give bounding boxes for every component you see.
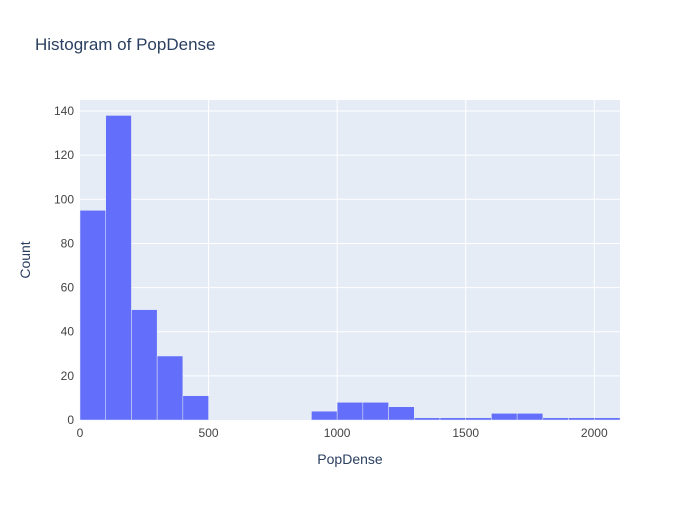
histogram-bar[interactable] <box>311 410 338 421</box>
histogram-bars <box>79 115 621 421</box>
histogram-bar[interactable] <box>105 115 132 421</box>
y-axis-ticks: 0 20 40 60 80 100 120 140 <box>54 104 74 427</box>
y-axis-label: Count <box>17 241 33 278</box>
y-tick-label: 100 <box>54 192 74 206</box>
x-tick-label: 1500 <box>452 426 479 440</box>
histogram-bar[interactable] <box>388 406 415 421</box>
y-tick-label: 20 <box>61 369 75 383</box>
histogram-bar[interactable] <box>156 355 184 421</box>
histogram-bar[interactable] <box>79 210 106 421</box>
x-axis-label: PopDense <box>317 451 383 467</box>
histogram-bar[interactable] <box>182 395 209 421</box>
x-tick-label: 1000 <box>324 426 351 440</box>
histogram-bar[interactable] <box>362 402 389 421</box>
histogram-bar[interactable] <box>491 413 518 421</box>
histogram-bar[interactable] <box>414 417 441 421</box>
histogram-bar[interactable] <box>568 417 595 421</box>
histogram-bar[interactable] <box>336 402 364 421</box>
histogram-bar[interactable] <box>439 417 466 421</box>
y-tick-label: 0 <box>67 413 74 427</box>
y-tick-label: 120 <box>54 148 74 162</box>
y-tick-label: 40 <box>61 325 75 339</box>
histogram-bar[interactable] <box>542 417 569 421</box>
y-tick-label: 60 <box>61 281 75 295</box>
x-tick-label: 2000 <box>581 426 608 440</box>
histogram-bar[interactable] <box>594 417 621 421</box>
histogram-bar[interactable] <box>465 417 492 421</box>
x-tick-label: 500 <box>199 426 219 440</box>
x-axis-ticks: 0 500 1000 1500 2000 <box>77 426 608 440</box>
y-tick-label: 140 <box>54 104 74 118</box>
histogram-bar[interactable] <box>516 413 544 421</box>
histogram-bar[interactable] <box>131 309 158 421</box>
chart-title: Histogram of PopDense <box>35 35 215 54</box>
grid-lines <box>80 100 620 420</box>
y-tick-label: 80 <box>61 236 75 250</box>
x-tick-label: 0 <box>77 426 84 440</box>
